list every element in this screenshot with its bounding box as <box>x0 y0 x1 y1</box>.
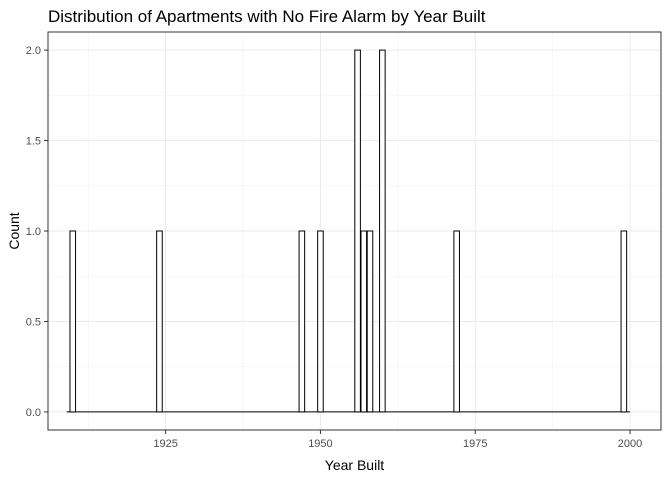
bars <box>66 49 631 413</box>
panel-border <box>47 31 662 431</box>
x-axis-title: Year Built <box>325 457 385 473</box>
histogram-bar <box>379 49 386 413</box>
x-tick-label: 1950 <box>308 438 332 450</box>
y-tick-label: 1.5 <box>26 136 41 148</box>
histogram-bar <box>156 230 163 413</box>
histogram-bar <box>317 230 324 413</box>
y-tick-label: 0.5 <box>26 316 41 328</box>
histogram-bar <box>453 230 460 413</box>
chart-title: Distribution of Apartments with No Fire … <box>48 7 486 26</box>
axes: 1925 1950 1975 2000 0.0 0.5 1.0 1.5 2.0 <box>26 45 643 450</box>
y-tick-label: 2.0 <box>26 45 41 57</box>
x-tick-label: 1975 <box>463 438 487 450</box>
histogram-bar <box>360 230 368 413</box>
y-tick-label: 0.0 <box>26 407 41 419</box>
x-tick-label: 2000 <box>618 438 642 450</box>
histogram-bar <box>620 230 628 413</box>
y-tick-label: 1.0 <box>26 226 41 238</box>
y-axis-title: Count <box>6 212 22 249</box>
histogram-bar <box>354 49 361 413</box>
histogram-bar <box>69 230 77 413</box>
x-tick-label: 1925 <box>153 438 177 450</box>
histogram-bar <box>298 230 306 413</box>
histogram-bar <box>366 230 374 413</box>
